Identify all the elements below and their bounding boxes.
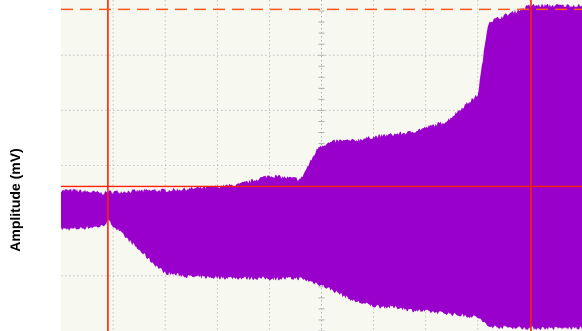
cursors [61, 0, 582, 331]
y-axis-label: Amplitude (mV) [7, 148, 23, 252]
y-axis-label-area: Amplitude (mV) [0, 0, 30, 331]
signal-envelope [61, 3, 582, 331]
oscilloscope-plot [61, 0, 582, 331]
